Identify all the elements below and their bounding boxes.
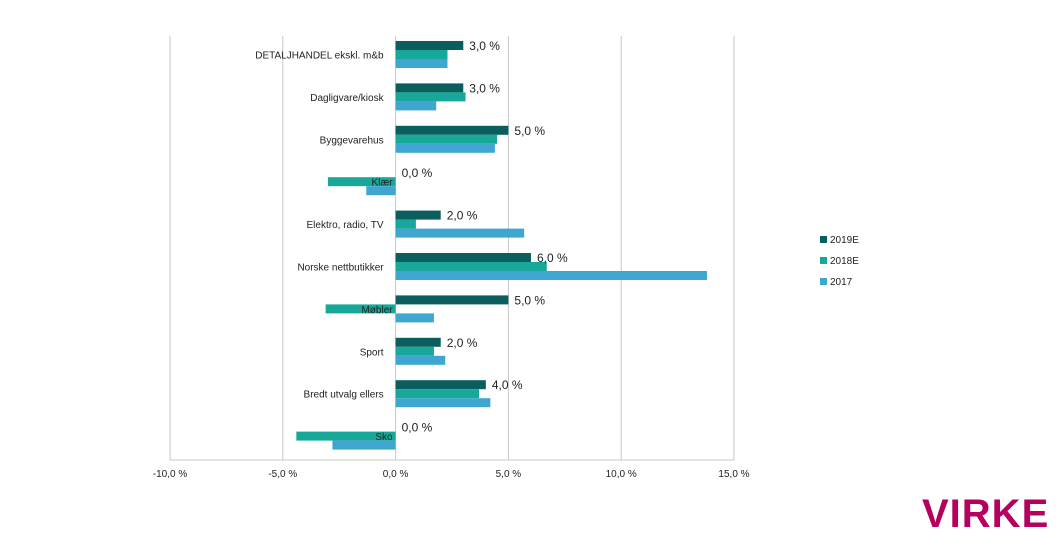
bar-2018e — [395, 346, 434, 356]
legend-swatch-2018e — [820, 257, 827, 264]
x-tick-label: 0,0 % — [383, 469, 409, 480]
bar-2018e — [325, 304, 396, 314]
bar-2019e — [395, 125, 509, 135]
bar-2019e — [395, 380, 486, 390]
category-label: Bredt utvalg ellers — [304, 390, 384, 401]
bar-2017 — [366, 186, 396, 196]
bar-2017 — [395, 398, 491, 408]
data-label: 5,0 % — [514, 124, 545, 138]
bar-2018e — [395, 50, 448, 59]
bar-2017 — [395, 59, 448, 68]
bar-2019e — [395, 83, 464, 93]
category-label: Dagligvare/kiosk — [310, 93, 384, 104]
data-label: 2,0 % — [447, 209, 478, 223]
x-tick-label: 15,0 % — [718, 469, 749, 480]
bar-2018e — [395, 262, 547, 271]
category-label: Møbler — [361, 305, 393, 316]
category-label: Byggevarehus — [320, 135, 384, 146]
bar-2019e — [395, 337, 441, 347]
legend-swatch-2017 — [820, 278, 827, 285]
data-label: 6,0 % — [537, 251, 568, 265]
virke-logo: VIRKE — [922, 492, 1050, 536]
bar-2019e — [395, 41, 464, 50]
legend-label: 2019E — [830, 235, 859, 246]
bar-2019e — [395, 295, 509, 305]
data-label: 0,0 % — [402, 421, 433, 435]
data-label: 3,0 % — [469, 81, 500, 95]
bar-2018e — [395, 134, 498, 144]
bar-2017 — [395, 313, 434, 323]
bar-2017 — [395, 143, 495, 153]
category-label: DETALJHANDEL ekskl. m&b — [255, 51, 384, 62]
legend-label: 2018E — [830, 256, 859, 267]
x-tick-label: -5,0 % — [268, 469, 297, 480]
bar-2019e — [395, 210, 441, 220]
bar-2018e — [296, 431, 396, 441]
data-label: 4,0 % — [492, 378, 523, 392]
bar-2019e — [395, 253, 531, 262]
bar-2017 — [332, 440, 396, 450]
x-tick-label: 5,0 % — [496, 469, 522, 480]
category-label: Sport — [360, 347, 384, 358]
bar-2017 — [395, 228, 525, 238]
bar-2018e — [395, 219, 416, 229]
data-label: 2,0 % — [447, 336, 478, 350]
legend-label: 2017 — [830, 277, 853, 288]
bar-2017 — [395, 355, 446, 365]
data-label: 5,0 % — [514, 293, 545, 307]
legend-swatch-2019e — [820, 236, 827, 243]
bar-2017 — [395, 101, 437, 111]
category-label: Norske nettbutikker — [297, 263, 384, 274]
category-label: Elektro, radio, TV — [307, 220, 384, 231]
data-label: 0,0 % — [402, 166, 433, 180]
bar-2017 — [395, 271, 707, 280]
category-label: Klær — [371, 178, 393, 189]
data-label: 3,0 % — [469, 39, 500, 53]
x-tick-label: 10,0 % — [606, 469, 637, 480]
x-tick-label: -10,0 % — [153, 469, 188, 480]
category-label: Sko — [375, 432, 393, 443]
bar-2018e — [395, 92, 466, 102]
bar-2018e — [395, 389, 480, 399]
bar-2018e — [327, 177, 396, 187]
